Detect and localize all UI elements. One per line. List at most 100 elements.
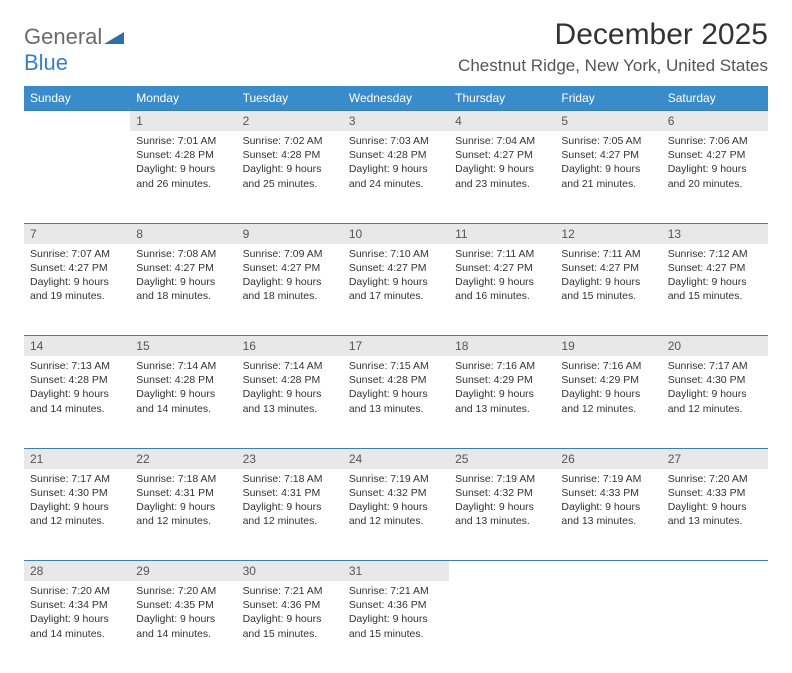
day-number: 3 <box>349 114 356 128</box>
sunrise-text: Sunrise: 7:21 AM <box>243 584 337 598</box>
daylight-text: Daylight: 9 hours and 14 minutes. <box>30 612 124 640</box>
page-header: General Blue December 2025 Chestnut Ridg… <box>24 18 768 76</box>
weekday-header: Tuesday <box>237 86 343 111</box>
day-number-cell: 10 <box>343 223 449 244</box>
day-number-cell: 14 <box>24 336 130 357</box>
week-detail-row: Sunrise: 7:07 AMSunset: 4:27 PMDaylight:… <box>24 244 768 336</box>
daylight-text: Daylight: 9 hours and 20 minutes. <box>668 162 762 190</box>
sunset-text: Sunset: 4:29 PM <box>561 373 655 387</box>
daylight-text: Daylight: 9 hours and 15 minutes. <box>349 612 443 640</box>
day-number: 28 <box>30 564 43 578</box>
day-number: 18 <box>455 339 468 353</box>
day-detail-cell: Sunrise: 7:03 AMSunset: 4:28 PMDaylight:… <box>343 131 449 223</box>
day-detail-cell: Sunrise: 7:06 AMSunset: 4:27 PMDaylight:… <box>662 131 768 223</box>
sunrise-text: Sunrise: 7:13 AM <box>30 359 124 373</box>
day-detail-cell <box>662 581 768 673</box>
daylight-text: Daylight: 9 hours and 12 minutes. <box>561 387 655 415</box>
daylight-text: Daylight: 9 hours and 12 minutes. <box>668 387 762 415</box>
logo-mark-icon <box>104 24 124 50</box>
daylight-text: Daylight: 9 hours and 12 minutes. <box>30 500 124 528</box>
daylight-text: Daylight: 9 hours and 12 minutes. <box>349 500 443 528</box>
day-number: 4 <box>455 114 462 128</box>
day-number-cell <box>555 561 661 582</box>
weekday-header-row: Sunday Monday Tuesday Wednesday Thursday… <box>24 86 768 111</box>
day-number-cell <box>662 561 768 582</box>
day-detail-cell: Sunrise: 7:13 AMSunset: 4:28 PMDaylight:… <box>24 356 130 448</box>
day-number: 12 <box>561 227 574 241</box>
day-number-cell: 30 <box>237 561 343 582</box>
day-number: 23 <box>243 452 256 466</box>
day-number: 14 <box>30 339 43 353</box>
daylight-text: Daylight: 9 hours and 13 minutes. <box>561 500 655 528</box>
daylight-text: Daylight: 9 hours and 15 minutes. <box>668 275 762 303</box>
month-title: December 2025 <box>458 18 768 52</box>
sunset-text: Sunset: 4:29 PM <box>455 373 549 387</box>
day-number-cell: 17 <box>343 336 449 357</box>
daylight-text: Daylight: 9 hours and 12 minutes. <box>243 500 337 528</box>
day-number: 6 <box>668 114 675 128</box>
week-daynum-row: 14151617181920 <box>24 336 768 357</box>
sunset-text: Sunset: 4:36 PM <box>243 598 337 612</box>
sunrise-text: Sunrise: 7:17 AM <box>668 359 762 373</box>
day-detail-cell: Sunrise: 7:08 AMSunset: 4:27 PMDaylight:… <box>130 244 236 336</box>
sunset-text: Sunset: 4:27 PM <box>30 261 124 275</box>
day-detail-cell: Sunrise: 7:20 AMSunset: 4:34 PMDaylight:… <box>24 581 130 673</box>
title-block: December 2025 Chestnut Ridge, New York, … <box>458 18 768 76</box>
sunrise-text: Sunrise: 7:07 AM <box>30 247 124 261</box>
day-number-cell: 23 <box>237 448 343 469</box>
sunrise-text: Sunrise: 7:19 AM <box>561 472 655 486</box>
day-detail-cell: Sunrise: 7:17 AMSunset: 4:30 PMDaylight:… <box>662 356 768 448</box>
day-detail-cell: Sunrise: 7:19 AMSunset: 4:32 PMDaylight:… <box>449 469 555 561</box>
sunset-text: Sunset: 4:28 PM <box>349 148 443 162</box>
week-detail-row: Sunrise: 7:13 AMSunset: 4:28 PMDaylight:… <box>24 356 768 448</box>
day-detail-cell <box>449 581 555 673</box>
sunrise-text: Sunrise: 7:08 AM <box>136 247 230 261</box>
day-number: 8 <box>136 227 143 241</box>
sunset-text: Sunset: 4:27 PM <box>561 148 655 162</box>
sunrise-text: Sunrise: 7:19 AM <box>455 472 549 486</box>
day-number-cell: 26 <box>555 448 661 469</box>
week-daynum-row: 21222324252627 <box>24 448 768 469</box>
day-detail-cell: Sunrise: 7:14 AMSunset: 4:28 PMDaylight:… <box>237 356 343 448</box>
day-detail-cell: Sunrise: 7:21 AMSunset: 4:36 PMDaylight:… <box>237 581 343 673</box>
weekday-header: Saturday <box>662 86 768 111</box>
day-number: 2 <box>243 114 250 128</box>
daylight-text: Daylight: 9 hours and 18 minutes. <box>136 275 230 303</box>
day-number: 25 <box>455 452 468 466</box>
day-number: 30 <box>243 564 256 578</box>
day-number-cell: 7 <box>24 223 130 244</box>
weekday-header: Wednesday <box>343 86 449 111</box>
day-number-cell: 2 <box>237 111 343 132</box>
day-detail-cell: Sunrise: 7:21 AMSunset: 4:36 PMDaylight:… <box>343 581 449 673</box>
sunrise-text: Sunrise: 7:16 AM <box>455 359 549 373</box>
day-detail-cell: Sunrise: 7:10 AMSunset: 4:27 PMDaylight:… <box>343 244 449 336</box>
day-number-cell: 4 <box>449 111 555 132</box>
day-number-cell <box>449 561 555 582</box>
sunset-text: Sunset: 4:32 PM <box>455 486 549 500</box>
sunrise-text: Sunrise: 7:16 AM <box>561 359 655 373</box>
weekday-header: Monday <box>130 86 236 111</box>
day-number: 31 <box>349 564 362 578</box>
day-detail-cell: Sunrise: 7:07 AMSunset: 4:27 PMDaylight:… <box>24 244 130 336</box>
sunrise-text: Sunrise: 7:02 AM <box>243 134 337 148</box>
daylight-text: Daylight: 9 hours and 14 minutes. <box>30 387 124 415</box>
logo-text: General Blue <box>24 24 124 76</box>
week-daynum-row: 78910111213 <box>24 223 768 244</box>
daylight-text: Daylight: 9 hours and 13 minutes. <box>455 500 549 528</box>
sunset-text: Sunset: 4:32 PM <box>349 486 443 500</box>
day-number-cell: 29 <box>130 561 236 582</box>
daylight-text: Daylight: 9 hours and 14 minutes. <box>136 612 230 640</box>
day-number: 1 <box>136 114 143 128</box>
day-detail-cell: Sunrise: 7:02 AMSunset: 4:28 PMDaylight:… <box>237 131 343 223</box>
day-number: 22 <box>136 452 149 466</box>
daylight-text: Daylight: 9 hours and 13 minutes. <box>349 387 443 415</box>
day-number-cell: 22 <box>130 448 236 469</box>
sunrise-text: Sunrise: 7:18 AM <box>136 472 230 486</box>
sunset-text: Sunset: 4:28 PM <box>349 373 443 387</box>
day-number-cell: 18 <box>449 336 555 357</box>
sunrise-text: Sunrise: 7:12 AM <box>668 247 762 261</box>
sunset-text: Sunset: 4:27 PM <box>243 261 337 275</box>
week-detail-row: Sunrise: 7:17 AMSunset: 4:30 PMDaylight:… <box>24 469 768 561</box>
sunrise-text: Sunrise: 7:19 AM <box>349 472 443 486</box>
day-number-cell: 21 <box>24 448 130 469</box>
